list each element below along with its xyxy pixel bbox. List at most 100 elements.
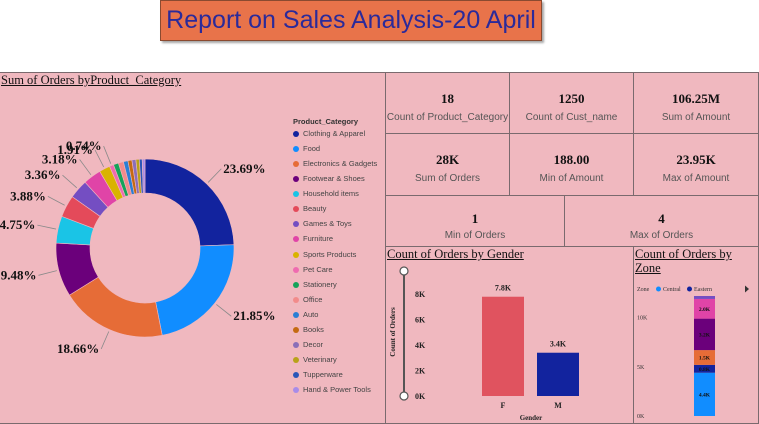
legend-item[interactable]: Clothing & Apparel [293, 129, 365, 138]
legend-item[interactable]: Office [293, 295, 322, 304]
legend-item[interactable]: Beauty [293, 204, 326, 213]
zone-stacked-chart[interactable]: Zone Central Eastern 10K 5K 0K 4.4K 0.8K 1.5K 3.2… [634, 282, 758, 422]
kpi-card[interactable]: 18 Count of Product_Category [385, 72, 510, 134]
zone-data-label: 1.5K [699, 355, 711, 361]
donut-chart-title: Sum of Orders byProduct_Category [1, 73, 182, 87]
zone-legend-dot [656, 286, 661, 292]
donut-slice-0[interactable] [144, 158, 235, 247]
kpi-card[interactable]: 188.00 Min of Amount [509, 133, 634, 196]
legend-label: Books [303, 324, 324, 334]
donut-data-label: 3.18% [42, 152, 78, 167]
y-range-slider-handle-top[interactable] [399, 266, 409, 276]
donut-data-label: 21.85% [233, 308, 275, 323]
legend-color-dot [293, 266, 299, 273]
gender-bar-M[interactable] [537, 352, 579, 396]
kpi-label: Max of Amount [662, 173, 730, 184]
legend-color-dot [293, 206, 299, 213]
kpi-card[interactable]: 106.25M Sum of Amount [633, 72, 759, 134]
zone-data-label: 4.4K [699, 392, 711, 398]
kpi-label: Sum of Orders [414, 173, 481, 184]
kpi-value: 106.25M [671, 91, 721, 106]
legend-item[interactable]: Tupperware [293, 370, 343, 379]
gender-chart-title: Count of Orders by Gender [387, 247, 524, 261]
gender-data-label: 3.4K [550, 340, 567, 349]
legend-item[interactable]: Electronics & Gadgets [293, 159, 377, 168]
gender-bar-chart[interactable]: Count of Orders 8K 6K 4K 2K 0K 7.8K F 3.4K M Gende… [386, 262, 634, 422]
legend-label: Pet Care [303, 264, 333, 274]
zone-legend-title: Zone [637, 287, 650, 293]
legend-item[interactable]: Veterinary [293, 355, 337, 364]
gender-y-axis-label: Count of Orders [389, 307, 397, 357]
zone-y-tick: 5K [637, 365, 645, 371]
gender-x-tick: M [554, 401, 562, 410]
donut-data-label: 3.36% [25, 167, 61, 182]
legend-color-dot [293, 146, 299, 153]
legend-label: Auto [303, 309, 319, 319]
legend-label: Electronics & Gadgets [303, 159, 378, 169]
kpi-card[interactable]: 28K Sum of Orders [385, 133, 510, 196]
kpi-value: 1 [471, 211, 479, 226]
kpi-card[interactable]: 23.95K Max of Amount [633, 133, 759, 196]
gender-data-label: 7.8K [495, 284, 512, 293]
legend-color-dot [293, 176, 299, 183]
legend-color-dot [293, 372, 299, 379]
gender-y-tick: 4K [415, 341, 426, 350]
donut-leader-line [103, 145, 112, 164]
donut-data-label: 18.66% [57, 341, 99, 356]
donut-slice-17[interactable] [141, 158, 146, 194]
legend-item[interactable]: Household items [293, 189, 359, 198]
zone-segment[interactable] [694, 372, 715, 416]
zone-legend-label[interactable]: Eastern [694, 287, 712, 293]
legend-item[interactable]: Stationery [293, 280, 337, 289]
kpi-card[interactable]: 1250 Count of Cust_name [509, 72, 634, 134]
legend-item[interactable]: Decor [293, 340, 323, 349]
legend-label: Household items [303, 189, 359, 199]
kpi-value: 28K [435, 152, 460, 167]
legend-label: Tupperware [303, 370, 343, 380]
kpi-value: 23.95K [676, 152, 716, 167]
donut-slice-1[interactable] [155, 244, 235, 336]
legend-item[interactable]: Hand & Power Tools [293, 385, 371, 394]
kpi-card[interactable]: 4 Max of Orders [564, 195, 759, 247]
legend-color-dot [293, 236, 299, 243]
kpi-value: 1250 [558, 91, 585, 106]
gender-bar-F[interactable] [482, 296, 524, 396]
legend-item[interactable]: Games & Toys [293, 219, 352, 228]
donut-data-label: 1.91% [57, 142, 93, 157]
kpi-label: Min of Orders [444, 230, 506, 241]
legend-item[interactable]: Sports Products [293, 250, 356, 259]
legend-label: Hand & Power Tools [303, 385, 371, 395]
zone-segment[interactable] [694, 296, 715, 299]
zone-segment[interactable] [694, 298, 715, 319]
legend-item[interactable]: Food [293, 144, 320, 153]
donut-chart[interactable]: 23.69% 21.85% 18.66% 9.48% 4.75% 3.88% 3.36%3.… [0, 73, 386, 423]
legend-label: Footwear & Shoes [303, 174, 365, 184]
kpi-value: 18 [441, 91, 454, 106]
legend-color-dot [293, 251, 299, 258]
legend-scroll-right-icon[interactable] [745, 285, 749, 293]
zone-segment[interactable] [694, 318, 715, 351]
legend-color-dot [293, 341, 299, 348]
kpi-label: Count of Product_Category [386, 112, 509, 123]
donut-data-label: 23.69% [223, 161, 265, 176]
donut-leader-line [62, 174, 78, 189]
legend-color-dot [293, 131, 299, 137]
zone-data-label: 2.0K [699, 307, 711, 313]
gender-y-tick: 0K [415, 392, 426, 401]
y-range-slider-handle-bottom[interactable] [399, 391, 409, 401]
legend-item[interactable]: Auto [293, 310, 318, 319]
donut-leader-line [216, 304, 232, 317]
zone-segment[interactable] [694, 364, 715, 373]
legend-item[interactable]: Books [293, 325, 324, 334]
kpi-card[interactable]: 1 Min of Orders [385, 195, 565, 247]
legend-item[interactable]: Furniture [293, 234, 333, 243]
legend-item[interactable]: Footwear & Shoes [293, 174, 365, 183]
zone-legend-label[interactable]: Central [663, 287, 681, 293]
gender-y-tick: 8K [415, 290, 426, 299]
gender-y-tick: 2K [415, 367, 426, 376]
legend-item[interactable]: Pet Care [293, 265, 333, 274]
kpi-value: 4 [658, 211, 665, 226]
legend-label: Sports Products [303, 249, 357, 259]
kpi-value: 188.00 [553, 152, 590, 167]
zone-segment[interactable] [694, 350, 715, 365]
